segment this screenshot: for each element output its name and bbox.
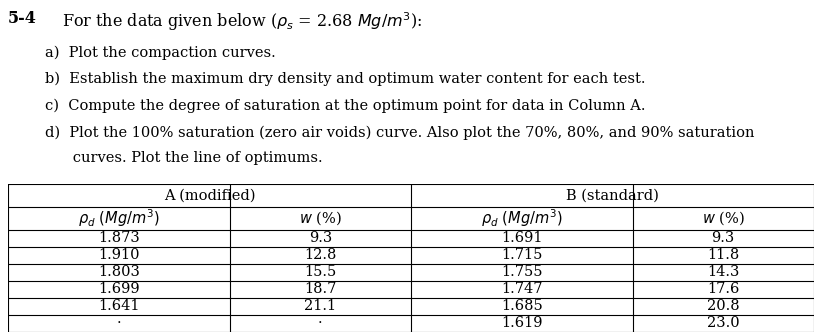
Text: 1.803: 1.803 <box>98 265 140 279</box>
Text: 1.691: 1.691 <box>501 231 543 246</box>
Text: 21.1: 21.1 <box>304 299 336 313</box>
Text: 1.873: 1.873 <box>98 231 140 246</box>
Text: b)  Establish the maximum dry density and optimum water content for each test.: b) Establish the maximum dry density and… <box>45 72 646 86</box>
Text: 1.619: 1.619 <box>501 316 543 330</box>
Text: ·: · <box>117 316 122 330</box>
Text: 1.747: 1.747 <box>501 282 543 296</box>
Text: $w$ (%): $w$ (%) <box>299 210 342 227</box>
Text: 14.3: 14.3 <box>707 265 739 279</box>
Text: ·: · <box>318 316 323 330</box>
Text: 20.8: 20.8 <box>707 299 740 313</box>
Text: 1.755: 1.755 <box>501 265 543 279</box>
Text: A (modified): A (modified) <box>164 189 256 203</box>
Text: 11.8: 11.8 <box>707 248 739 262</box>
Text: 23.0: 23.0 <box>707 316 740 330</box>
Text: For the data given below ($\rho_s$ = 2.68 $Mg/m^3$):: For the data given below ($\rho_s$ = 2.6… <box>62 10 422 33</box>
Text: $\rho_d$ $(Mg/m^3)$: $\rho_d$ $(Mg/m^3)$ <box>78 208 159 229</box>
Text: 1.910: 1.910 <box>99 248 140 262</box>
Text: 9.3: 9.3 <box>712 231 735 246</box>
Text: 1.685: 1.685 <box>501 299 543 313</box>
Text: d)  Plot the 100% saturation (zero air voids) curve. Also plot the 70%, 80%, and: d) Plot the 100% saturation (zero air vo… <box>45 126 755 140</box>
Text: curves. Plot the line of optimums.: curves. Plot the line of optimums. <box>45 151 323 165</box>
Text: 9.3: 9.3 <box>309 231 332 246</box>
Text: 15.5: 15.5 <box>304 265 336 279</box>
Text: B (standard): B (standard) <box>566 189 658 203</box>
Text: c)  Compute the degree of saturation at the optimum point for data in Column A.: c) Compute the degree of saturation at t… <box>45 99 646 113</box>
Text: 5-4: 5-4 <box>8 10 37 27</box>
Text: 18.7: 18.7 <box>304 282 336 296</box>
Text: $\rho_d$ $(Mg/m^3)$: $\rho_d$ $(Mg/m^3)$ <box>481 208 562 229</box>
Text: 1.641: 1.641 <box>99 299 140 313</box>
Text: 12.8: 12.8 <box>304 248 336 262</box>
Text: 1.699: 1.699 <box>98 282 140 296</box>
Text: $w$ (%): $w$ (%) <box>702 210 745 227</box>
Text: 17.6: 17.6 <box>707 282 739 296</box>
Text: a)  Plot the compaction curves.: a) Plot the compaction curves. <box>45 45 276 60</box>
Text: 1.715: 1.715 <box>501 248 543 262</box>
